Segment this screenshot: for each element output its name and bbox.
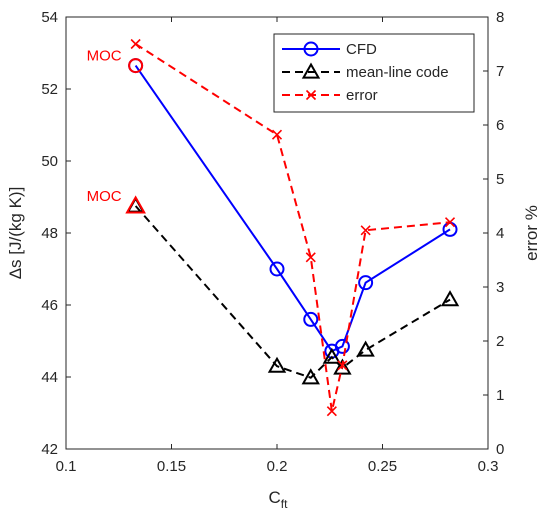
data-point (326, 406, 337, 417)
y2-tick-label: 1 (496, 387, 504, 404)
x-axis-label-subscript: ft (281, 497, 288, 511)
y2-tick-label: 6 (496, 117, 504, 134)
data-point (322, 347, 342, 364)
y-tick-label: 48 (41, 225, 58, 242)
moc-marker (125, 195, 146, 214)
y2-axis-label: error % (522, 205, 541, 261)
data-point (360, 225, 371, 236)
legend-label: error (346, 87, 378, 104)
x-tick-label: 0.25 (368, 458, 397, 475)
x-axis-label: Cft (269, 488, 289, 511)
data-point (334, 338, 350, 354)
legend-marker (303, 41, 319, 57)
data-point (356, 340, 375, 357)
y2-tick-label: 7 (496, 63, 504, 80)
x-tick-label: 0.1 (56, 458, 77, 475)
y2-tick-label: 3 (496, 279, 504, 296)
y2-tick-label: 4 (496, 225, 504, 242)
x-tick-label: 0.2 (267, 458, 288, 475)
data-point (267, 356, 287, 373)
series-error (130, 38, 456, 417)
y-tick-label: 50 (41, 153, 58, 170)
data-point (444, 217, 456, 228)
y2-tick-label: 5 (496, 171, 504, 188)
legend-marker (305, 89, 317, 101)
y2-tick-label: 8 (496, 9, 504, 26)
data-point (130, 38, 141, 50)
series-layer (126, 38, 460, 417)
series-line (134, 205, 451, 379)
data-point (269, 261, 285, 277)
x-tick-label: 0.3 (478, 458, 499, 475)
y-tick-label: 42 (41, 441, 58, 458)
y-tick-label: 44 (41, 369, 58, 386)
y2-tick-label: 2 (496, 333, 504, 350)
data-point (440, 290, 460, 307)
x-tick-label: 0.15 (157, 458, 186, 475)
data-point (303, 311, 319, 327)
data-point (358, 275, 374, 291)
annotation-layer: MOC MOC (87, 48, 146, 214)
legend: CFD mean-line code error (273, 33, 475, 113)
data-point (337, 360, 348, 371)
moc-label: MOC (87, 188, 122, 205)
data-point (333, 358, 352, 375)
y-tick-label: 52 (41, 81, 58, 98)
y-axis-label: Δs [J/(kg K)] (6, 187, 25, 280)
data-point (301, 368, 320, 385)
legend-marker (301, 62, 321, 79)
data-point (305, 252, 316, 263)
legend-label: mean-line code (346, 64, 449, 81)
data-point (271, 129, 283, 140)
moc-marker (128, 58, 144, 74)
moc-label: MOC (87, 48, 122, 65)
y-tick-label: 54 (41, 9, 58, 26)
axes-layer: 0.1 0.15 0.2 0.25 0.3 42 44 46 48 50 52 54 0 1 2 3 4 5 6 7 8 (41, 9, 504, 475)
legend-label: CFD (346, 41, 377, 58)
y-tick-label: 46 (41, 297, 58, 314)
y2-tick-label: 0 (496, 441, 504, 458)
